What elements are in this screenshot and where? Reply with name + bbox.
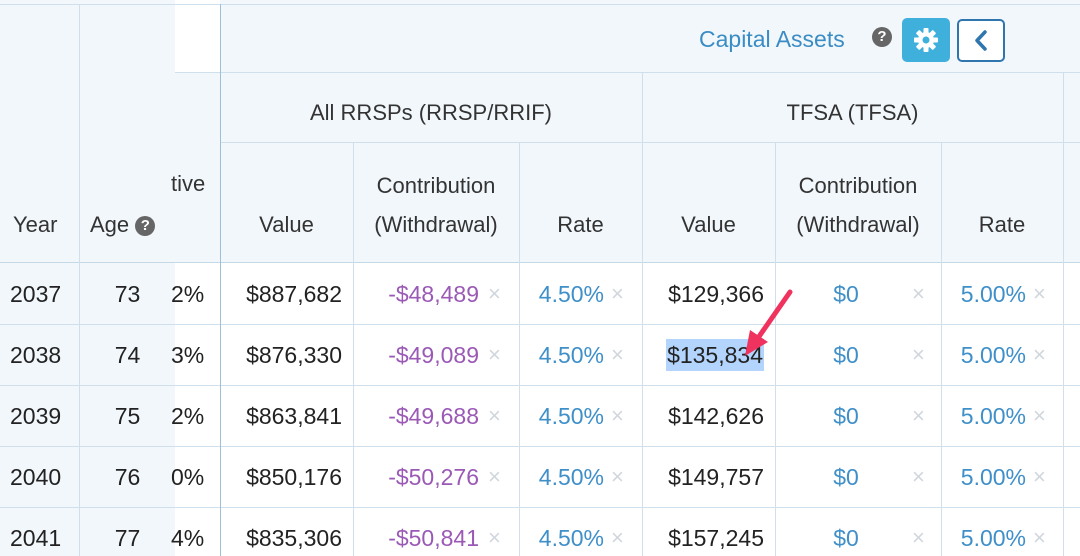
age-header-label: Age (90, 212, 130, 237)
tfsa-value-cell[interactable]: $142,626 (668, 403, 764, 429)
tfsa-contribution-header-line2: (Withdrawal) (796, 212, 920, 237)
annotation-arrow-icon (745, 289, 793, 356)
gear-icon (914, 28, 938, 52)
chevron-left-icon (975, 30, 987, 51)
tfsa-contribution-cell[interactable]: $0 (833, 464, 859, 490)
tfsa-rate-cell[interactable]: 5.00% (960, 403, 1026, 429)
tfsa-value-cell[interactable]: $129,366 (668, 281, 764, 307)
tfsa-contribution-cell[interactable]: $0 (833, 525, 859, 551)
rrsp-value-cell[interactable]: $835,306 (246, 525, 342, 551)
cut-header-bg (175, 72, 220, 262)
tfsa-rate-header: Rate (978, 212, 1026, 237)
rrsp-rate-clear-icon[interactable]: × (611, 464, 624, 489)
rrsp-rate-cell[interactable]: 4.50% (538, 464, 604, 490)
tfsa-rate-clear-icon[interactable]: × (1033, 525, 1046, 550)
rrsp-rate-clear-icon[interactable]: × (611, 342, 624, 367)
age-header[interactable]: Age ? (90, 211, 156, 239)
cut-column-header: tive (171, 171, 206, 196)
rrsp-rate-clear-icon[interactable]: × (611, 403, 624, 428)
rrsp-contribution-cell[interactable]: -$49,688 (388, 403, 479, 429)
tfsa-contribution-clear-icon[interactable]: × (912, 342, 925, 367)
tfsa-contribution-clear-icon[interactable]: × (912, 525, 925, 550)
rrsp-contribution-clear-icon[interactable]: × (488, 403, 501, 428)
year-header[interactable]: Year (13, 212, 58, 237)
rrsp-rate-cell[interactable]: 4.50% (538, 342, 604, 368)
tfsa-rate-cell[interactable]: 5.00% (960, 342, 1026, 368)
capital-assets-label[interactable]: Capital Assets (699, 26, 845, 52)
rrsp-rate-clear-icon[interactable]: × (611, 525, 624, 550)
rrsp-value-cell[interactable]: $887,682 (246, 281, 342, 307)
rrsp-rate-header: Rate (557, 212, 604, 237)
help-icon[interactable]: ? (135, 216, 156, 236)
rrsp-contribution-clear-icon[interactable]: × (488, 525, 501, 550)
rrsp-contribution-cell[interactable]: -$50,276 (388, 464, 479, 490)
tfsa-rate-cell[interactable]: 5.00% (960, 464, 1026, 490)
tfsa-contribution-clear-icon[interactable]: × (912, 464, 925, 489)
rrsp-contribution-clear-icon[interactable]: × (488, 342, 501, 367)
tfsa-value-cell[interactable]: $157,245 (668, 525, 764, 551)
age-cell: 73 (114, 281, 141, 307)
rrsp-contribution-header-line1: Contribution (376, 173, 496, 198)
year-cell: 2038 (10, 342, 62, 368)
tfsa-contribution-header-line1: Contribution (798, 173, 918, 198)
tfsa-value-header: Value (681, 212, 736, 237)
rrsp-contribution-clear-icon[interactable]: × (488, 281, 501, 306)
age-cell: 76 (114, 464, 141, 490)
tfsa-rate-cell[interactable]: 5.00% (960, 525, 1026, 551)
tfsa-contribution-cell[interactable]: $0 (833, 403, 859, 429)
rrsp-contribution-clear-icon[interactable]: × (488, 464, 501, 489)
cut-cell: 2% (171, 281, 205, 307)
year-cell: 2039 (10, 403, 62, 429)
tfsa-rate-cell[interactable]: 5.00% (960, 281, 1026, 307)
rrsp-value-header: Value (259, 212, 314, 237)
rrsp-contribution-cell[interactable]: -$48,489 (388, 281, 479, 307)
tfsa-contribution-clear-icon[interactable]: × (912, 281, 925, 306)
tfsa-rate-clear-icon[interactable]: × (1033, 342, 1046, 367)
age-header-bg (80, 0, 175, 262)
rrsp-value-cell[interactable]: $850,176 (246, 464, 342, 490)
rrsp-rate-cell[interactable]: 4.50% (538, 525, 604, 551)
year-header-bg (0, 0, 80, 262)
help-icon[interactable]: ? (872, 27, 892, 48)
settings-button[interactable] (902, 18, 950, 62)
year-cell: 2037 (10, 281, 62, 307)
rrsp-value-cell[interactable]: $863,841 (246, 403, 342, 429)
rrsp-rate-clear-icon[interactable]: × (611, 281, 624, 306)
cut-cell: 2% (171, 403, 205, 429)
tfsa-rate-clear-icon[interactable]: × (1033, 464, 1046, 489)
rrsp-rate-cell[interactable]: 4.50% (538, 403, 604, 429)
tfsa-value-cell[interactable]: $149,757 (668, 464, 764, 490)
age-cell: 74 (114, 342, 141, 368)
year-cell: 2041 (10, 525, 62, 551)
rrsp-contribution-cell[interactable]: -$50,841 (388, 525, 479, 551)
age-cell: 75 (114, 403, 141, 429)
cut-cell: 3% (171, 342, 205, 368)
rrsp-value-cell[interactable]: $876,330 (246, 342, 342, 368)
tfsa-group-header: TFSA (TFSA) (786, 100, 919, 125)
tfsa-contribution-cell[interactable]: $0 (833, 281, 859, 307)
collapse-button[interactable] (957, 19, 1005, 62)
tfsa-rate-clear-icon[interactable]: × (1033, 403, 1046, 428)
year-cell: 2040 (10, 464, 62, 490)
cut-header-top (175, 0, 220, 72)
tfsa-contribution-cell[interactable]: $0 (833, 342, 859, 368)
rrsp-group-header: All RRSPs (RRSP/RRIF) (309, 100, 552, 125)
age-cell: 77 (114, 525, 141, 551)
cut-cell: 0% (171, 464, 205, 490)
cut-cell: 4% (171, 525, 205, 551)
rrsp-rate-cell[interactable]: 4.50% (538, 281, 604, 307)
tfsa-contribution-clear-icon[interactable]: × (912, 403, 925, 428)
rrsp-contribution-header-line2: (Withdrawal) (374, 212, 498, 237)
tfsa-rate-clear-icon[interactable]: × (1033, 281, 1046, 306)
rrsp-contribution-cell[interactable]: -$49,089 (388, 342, 479, 368)
